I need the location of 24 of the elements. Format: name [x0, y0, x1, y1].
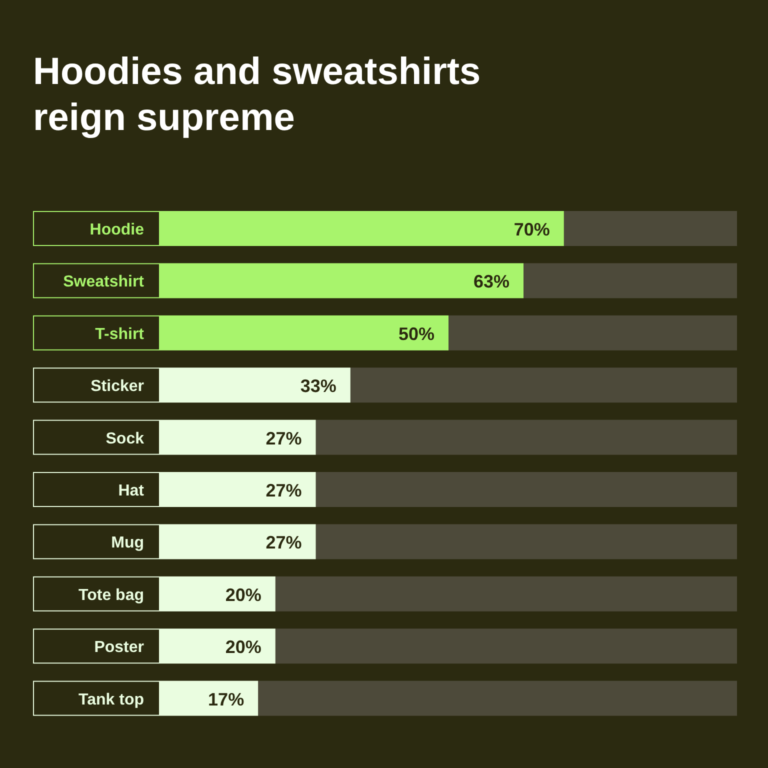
data-label: 20%: [225, 584, 262, 605]
bar: [160, 576, 276, 612]
y-tick-label: Hoodie: [90, 222, 144, 238]
chart-title: Hoodies and sweatshirts reign supreme: [33, 51, 481, 139]
data-label: 27%: [266, 532, 302, 553]
bar: [160, 628, 276, 664]
data-label: 63%: [473, 272, 510, 292]
data-label: 27%: [266, 480, 302, 500]
y-tick-label: Tank top: [78, 691, 144, 708]
y-tick-label: Tote bag: [78, 586, 144, 604]
data-label: 20%: [225, 637, 262, 658]
data-label: 50%: [398, 324, 434, 344]
data-label: 70%: [514, 220, 550, 240]
bar: [160, 680, 258, 716]
y-tick-label: Poster: [94, 639, 144, 656]
data-label: 33%: [300, 376, 336, 396]
y-tick-label: Sweatshirt: [63, 274, 145, 291]
y-tick-label: Sock: [106, 430, 144, 448]
y-tick-label: Sticker: [90, 378, 144, 396]
data-label: 27%: [266, 428, 302, 448]
data-label: 17%: [208, 689, 244, 710]
y-tick-label: Hat: [118, 482, 145, 500]
y-tick-label: T-shirt: [95, 326, 145, 343]
y-tick-label: Mug: [111, 534, 144, 552]
